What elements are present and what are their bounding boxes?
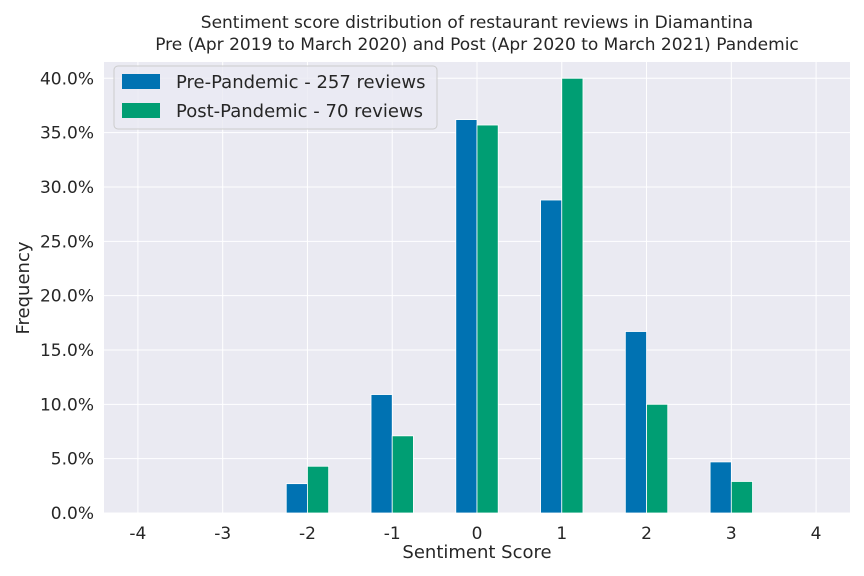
x-axis-label: Sentiment Score xyxy=(402,542,551,563)
x-tick-label: 3 xyxy=(726,524,737,544)
y-tick-label: 25.0% xyxy=(40,232,94,252)
bar-post-pandemic xyxy=(730,481,753,514)
y-tick-label: 35.0% xyxy=(40,124,94,144)
bar-pre-pandemic xyxy=(370,394,393,514)
bar-post-pandemic xyxy=(646,403,669,514)
y-axis-label: Frequency xyxy=(13,241,34,334)
x-tick-label: -1 xyxy=(384,524,401,544)
y-tick-label: 10.0% xyxy=(40,395,94,415)
bar-post-pandemic xyxy=(307,465,330,514)
bar-pre-pandemic xyxy=(624,331,647,514)
y-tick-label: 20.0% xyxy=(40,287,94,307)
x-tick-label: 0 xyxy=(472,524,483,544)
x-tick-label: -4 xyxy=(129,524,146,544)
bar-pre-pandemic xyxy=(709,461,732,514)
legend-swatch-post xyxy=(122,103,160,118)
y-tick-label: 5.0% xyxy=(51,450,94,470)
legend: Pre-Pandemic - 257 reviews Post-Pandemic… xyxy=(113,65,438,130)
x-tick-label: 2 xyxy=(641,524,652,544)
bars xyxy=(285,77,753,514)
x-tick-label: 1 xyxy=(556,524,567,544)
legend-swatch-pre xyxy=(122,74,160,89)
legend-box xyxy=(113,65,438,130)
bar-post-pandemic xyxy=(391,435,414,514)
bar-post-pandemic xyxy=(561,77,584,514)
x-tick-label: -3 xyxy=(214,524,231,544)
tick-labels: -4 -3 -2 -1 0 1 2 3 40.0%5.0%10.0%15.0%20.0%25.0… xyxy=(40,69,822,544)
y-tick-label: 0.0% xyxy=(51,504,94,524)
y-tick-label: 40.0% xyxy=(40,69,94,89)
y-tick-label: 15.0% xyxy=(40,341,94,361)
x-tick-label: 4 xyxy=(811,524,822,544)
chart-subtitle: Pre (Apr 2019 to March 2020) and Post (A… xyxy=(155,35,799,55)
legend-label-pre: Pre-Pandemic - 257 reviews xyxy=(176,72,425,93)
y-tick-label: 30.0% xyxy=(40,178,94,198)
bar-pre-pandemic xyxy=(455,119,478,514)
bar-pre-pandemic xyxy=(285,483,308,514)
chart-title: Sentiment score distribution of restaura… xyxy=(201,13,753,33)
bar-post-pandemic xyxy=(476,124,499,514)
x-tick-label: -2 xyxy=(299,524,316,544)
legend-label-post: Post-Pandemic - 70 reviews xyxy=(176,101,423,122)
bar-pre-pandemic xyxy=(540,199,563,514)
